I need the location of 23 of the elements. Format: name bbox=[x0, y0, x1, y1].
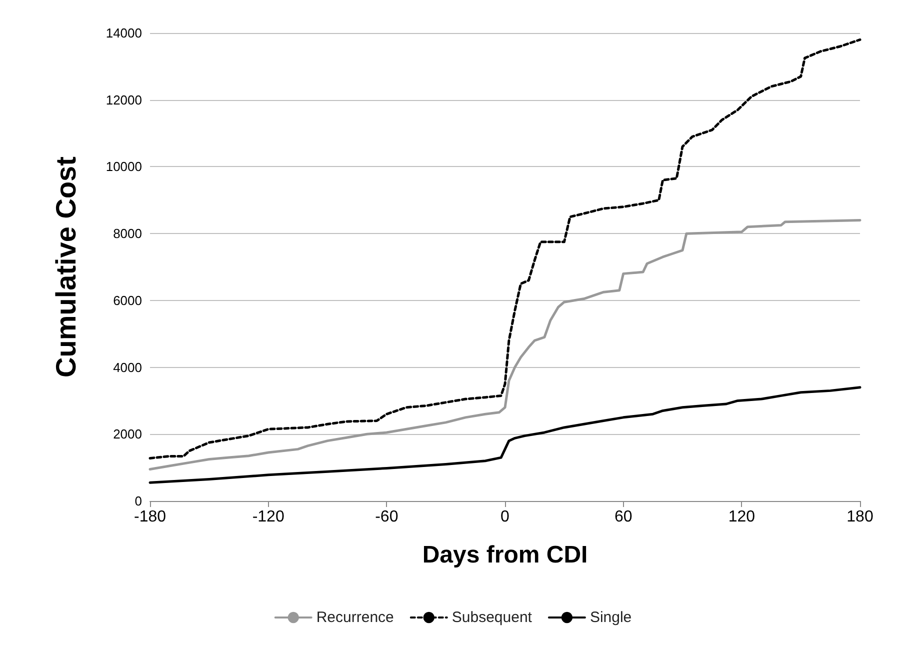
y-tick-label: 14000 bbox=[106, 26, 142, 40]
y-tick-label: 12000 bbox=[106, 92, 142, 108]
x-tick-label: -60 bbox=[375, 508, 398, 526]
y-axis-title: Cumulative Cost bbox=[50, 156, 82, 378]
legend-label: Subsequent bbox=[452, 609, 533, 626]
x-tick-label: 120 bbox=[728, 508, 756, 526]
y-tick-label: 8000 bbox=[113, 226, 142, 242]
y-tick-label: 10000 bbox=[106, 159, 142, 174]
x-tick-label: -120 bbox=[252, 508, 284, 526]
y-tick-label: 6000 bbox=[113, 292, 142, 308]
y-tick-label: 2000 bbox=[113, 426, 142, 442]
y-tick-label: 4000 bbox=[113, 360, 142, 375]
line-series bbox=[148, 218, 862, 470]
y-tick-label: 0 bbox=[134, 494, 142, 508]
legend-label: Single bbox=[590, 609, 632, 626]
x-tick-label: -180 bbox=[134, 508, 166, 526]
legend-label: Recurrence bbox=[316, 609, 394, 626]
x-tick-label: 60 bbox=[614, 508, 632, 526]
line-series bbox=[148, 386, 862, 484]
x-tick-label: 180 bbox=[846, 508, 874, 526]
x-tick-label: 0 bbox=[500, 508, 510, 526]
line-series bbox=[148, 38, 862, 460]
x-axis-title: Days from CDI bbox=[422, 542, 588, 568]
